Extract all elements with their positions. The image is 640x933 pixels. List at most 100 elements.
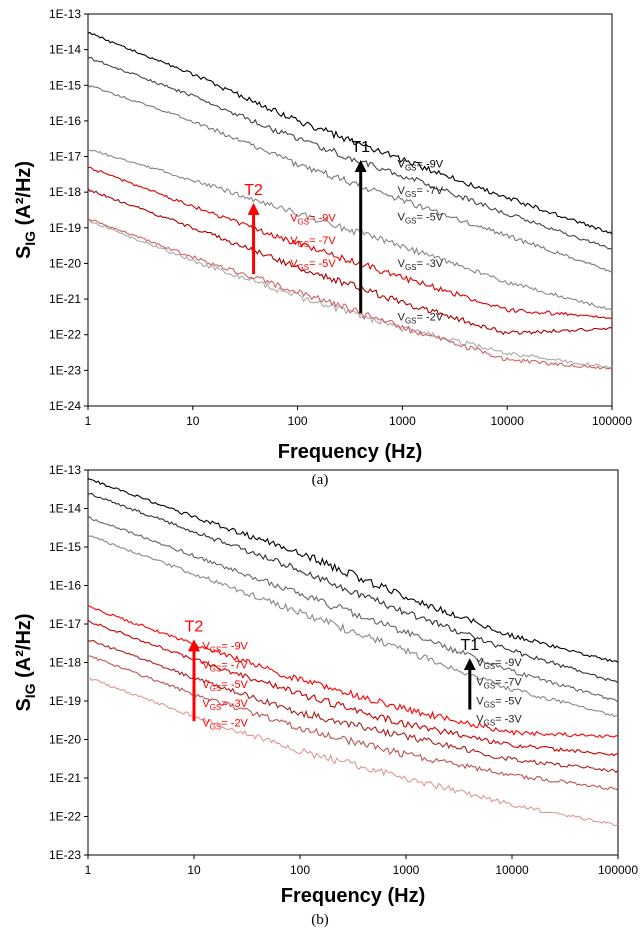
- arrow-label-t2: T2: [185, 618, 204, 635]
- vgs-annotation: VGS= -7V: [398, 185, 444, 199]
- vgs-subscript: GS: [298, 218, 310, 227]
- x-tick-label: 10000: [495, 863, 529, 877]
- vgs-symbol: V: [202, 679, 210, 691]
- vgs-value: = -2V: [417, 312, 444, 324]
- vgs-value: = -5V: [495, 696, 522, 708]
- vgs-symbol: V: [398, 185, 406, 197]
- series-line-t2-8: [87, 677, 619, 827]
- series-line-t1-2: [87, 83, 612, 273]
- vgs-symbol: V: [202, 717, 210, 729]
- panel-caption: (b): [311, 912, 329, 928]
- y-tick-label: 1E-16: [49, 579, 81, 593]
- y-tick-label: 1E-23: [49, 363, 81, 377]
- vgs-annotation: VGS= -9V: [290, 213, 336, 227]
- vgs-value: = -7V: [495, 677, 522, 689]
- y-tick-label: 1E-19: [49, 221, 81, 235]
- vgs-annotation: VGS= -7V: [290, 235, 336, 249]
- chart-panel-a: 1E-24 1E-23 1E-22 1E-21 1E-20 1E-19 1E-18 1E-17…: [13, 7, 632, 488]
- vgs-value: = -9V: [495, 657, 522, 669]
- vgs-symbol: V: [202, 698, 210, 710]
- vgs-annotation: VGS= -2V: [398, 312, 444, 326]
- vgs-annotation: VGS= -7V: [202, 659, 248, 673]
- vgs-subscript: GS: [484, 682, 496, 691]
- vgs-subscript: GS: [210, 703, 222, 712]
- series-line-t1-0: [87, 31, 613, 235]
- series-line-t2-4: [87, 605, 619, 738]
- series-line-t1-0: [87, 477, 619, 663]
- vgs-annotation: VGS= -7V: [476, 677, 522, 691]
- plot-frame: [87, 469, 619, 856]
- x-axis-title: Frequency (Hz): [281, 885, 425, 907]
- y-axis-title: SIG (A²/Hz): [13, 613, 38, 711]
- chart-panel-b: 1E-23 1E-22 1E-21 1E-20 1E-19 1E-18 1E-17 1E-16…: [13, 463, 638, 928]
- series-line-t1-1: [87, 492, 619, 684]
- y-tick-label: 1E-15: [49, 78, 81, 92]
- vgs-value: = -7V: [417, 185, 444, 197]
- x-axis-title: Frequency (Hz): [278, 441, 422, 463]
- vgs-symbol: V: [398, 258, 406, 270]
- vgs-annotation: VGS= -3V: [398, 258, 444, 272]
- y-tick-label: 1E-18: [49, 185, 81, 199]
- vgs-value: = -3V: [221, 698, 248, 710]
- vgs-subscript: GS: [210, 684, 222, 693]
- vgs-symbol: V: [202, 640, 210, 652]
- vgs-value: = -5V: [309, 258, 336, 270]
- vgs-symbol: V: [290, 235, 298, 247]
- y-tick-label: 1E-13: [49, 463, 81, 477]
- vgs-symbol: V: [290, 258, 298, 270]
- series-line-t2-5: [87, 619, 619, 757]
- y-tick-label: 1E-15: [49, 540, 81, 554]
- series-line-t2-7: [87, 655, 619, 791]
- arrow-label-t1: T1: [351, 139, 370, 156]
- y-tick-label: 1E-17: [49, 150, 81, 164]
- x-tick-label: 1: [85, 863, 92, 877]
- vgs-subscript: GS: [405, 163, 417, 172]
- vgs-value: = -5V: [221, 679, 248, 691]
- panel-caption: (a): [312, 472, 329, 488]
- vgs-annotation: VGS= -5V: [290, 258, 336, 272]
- x-tick-label: 1000: [393, 863, 420, 877]
- vgs-annotation: VGS= -9V: [476, 657, 522, 671]
- series-line-t1-1: [87, 56, 613, 250]
- series-line-t1-2: [87, 516, 619, 703]
- plot-frame: [87, 13, 613, 407]
- y-tick-label: 1E-21: [49, 771, 81, 785]
- arrow-label-t1: T1: [460, 637, 479, 654]
- y-tick-label: 1E-20: [49, 733, 81, 747]
- vgs-value: = -9V: [417, 158, 444, 170]
- vgs-value: = -7V: [309, 235, 336, 247]
- x-tick-label: 1: [85, 414, 92, 428]
- series-line-t2-5: [87, 166, 613, 320]
- vgs-annotation: VGS= -5V: [202, 679, 248, 693]
- x-tick-label: 10: [187, 863, 201, 877]
- y-axis-subscript: IG: [22, 683, 38, 698]
- y-tick-label: 1E-21: [49, 292, 81, 306]
- vgs-subscript: GS: [405, 263, 417, 272]
- series-line-t1-4: [87, 220, 613, 369]
- vgs-annotation: VGS= -9V: [202, 640, 248, 654]
- vgs-value: = -3V: [495, 713, 522, 725]
- y-tick-label: 1E-14: [49, 43, 81, 57]
- vgs-annotation: VGS= -3V: [202, 698, 248, 712]
- vgs-symbol: V: [290, 213, 298, 225]
- vgs-annotation: VGS= -5V: [476, 696, 522, 710]
- vgs-symbol: V: [398, 212, 406, 224]
- vgs-value: = -5V: [417, 212, 444, 224]
- y-tick-label: 1E-14: [49, 502, 81, 516]
- x-tick-label: 100: [290, 863, 310, 877]
- vgs-symbol: V: [476, 713, 484, 725]
- vgs-value: = -9V: [309, 213, 336, 225]
- vgs-annotation: VGS= -9V: [398, 158, 444, 172]
- series-line-t2-6: [87, 639, 619, 774]
- y-axis-subscript: IG: [22, 231, 38, 246]
- y-axis-title: SIG (A²/Hz): [13, 161, 38, 259]
- vgs-value: = -2V: [221, 717, 248, 729]
- series-line-t2-6: [87, 187, 613, 336]
- y-tick-label: 1E-24: [49, 399, 81, 413]
- arrow-label-t2: T2: [244, 182, 263, 199]
- vgs-symbol: V: [476, 696, 484, 708]
- y-axis-unit: (A²/Hz): [13, 613, 35, 683]
- y-axis-symbol: S: [13, 246, 35, 259]
- y-tick-label: 1E-22: [49, 810, 81, 824]
- vgs-value: = -3V: [417, 258, 444, 270]
